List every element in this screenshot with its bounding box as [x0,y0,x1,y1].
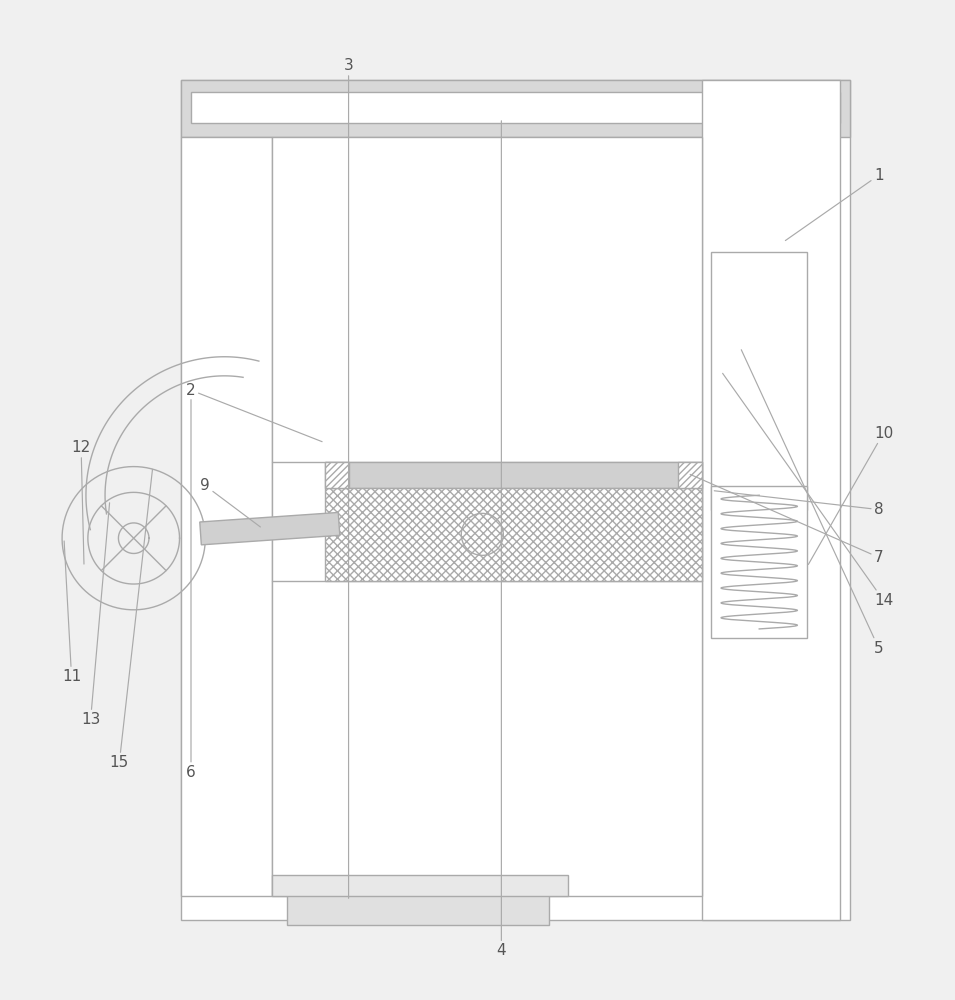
Text: 10: 10 [808,426,893,564]
Text: 1: 1 [785,168,883,241]
Bar [325,462,702,488]
Bar [702,80,840,920]
Bar [272,875,568,896]
Bar [711,252,807,510]
Text: 4: 4 [497,121,506,958]
Bar [286,894,549,925]
Bar [325,488,702,581]
Text: 14: 14 [723,373,893,608]
Bar [272,137,702,896]
Text: 15: 15 [110,469,153,770]
Text: 2: 2 [186,383,322,442]
Bar [181,80,850,137]
Text: 7: 7 [690,474,883,565]
Text: 13: 13 [81,503,110,727]
Bar [711,486,807,638]
Bar [181,80,850,920]
Text: 12: 12 [72,440,91,564]
Bar [325,462,349,488]
Text: 6: 6 [186,400,196,780]
Text: 5: 5 [741,350,883,656]
Text: 3: 3 [344,58,353,898]
Bar [191,92,840,123]
Text: 9: 9 [201,478,261,527]
Text: 8: 8 [714,491,883,517]
Text: 11: 11 [62,541,81,684]
Bar [678,462,702,488]
Bar [181,137,272,896]
Polygon shape [200,512,340,545]
